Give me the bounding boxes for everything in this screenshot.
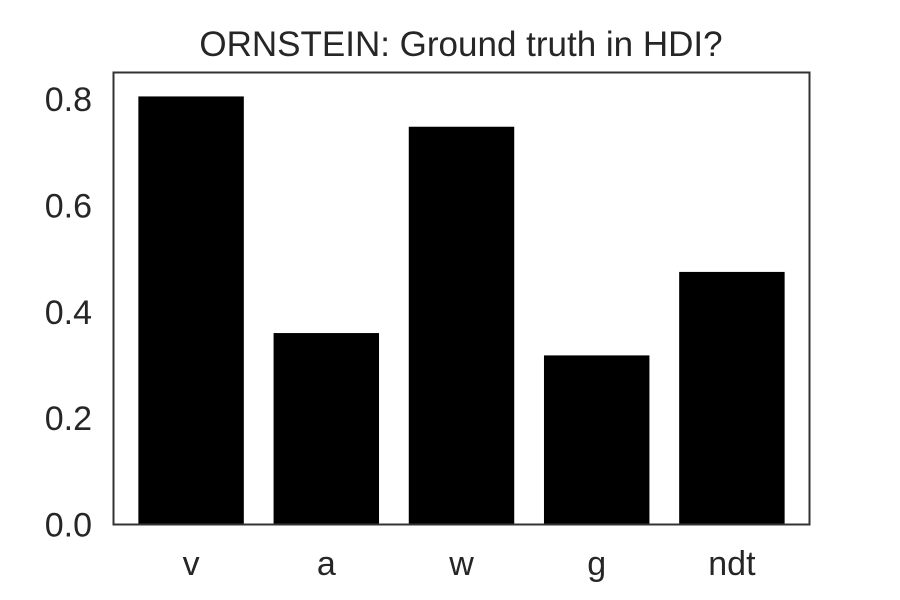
- bars-layer: [138, 96, 785, 525]
- plot-frame: [112, 71, 811, 526]
- bar-v: [138, 96, 244, 525]
- y-tick-labels: 0.0 0.2 0.4 0.6 0.8: [45, 81, 92, 544]
- chart-title: ORNSTEIN: Ground truth in HDI?: [199, 25, 722, 64]
- x-tick-label-ndt: ndt: [708, 545, 756, 583]
- x-tick-labels: v a w g ndt: [183, 545, 756, 583]
- x-tick-label-a: a: [317, 545, 336, 583]
- y-tick-label-0.8: 0.8: [45, 81, 92, 119]
- bar-g: [543, 355, 650, 525]
- y-tick-label-0.2: 0.2: [45, 400, 92, 438]
- y-tick-label-0.0: 0.0: [45, 507, 92, 545]
- y-tick-label-0.6: 0.6: [45, 187, 92, 225]
- y-tick-label-0.4: 0.4: [45, 294, 92, 332]
- bar-a: [273, 333, 380, 525]
- x-tick-label-w: w: [448, 545, 474, 583]
- bar-w: [408, 126, 515, 525]
- x-tick-label-g: g: [587, 545, 606, 583]
- bar-ndt: [679, 271, 785, 525]
- x-tick-label-v: v: [183, 545, 200, 583]
